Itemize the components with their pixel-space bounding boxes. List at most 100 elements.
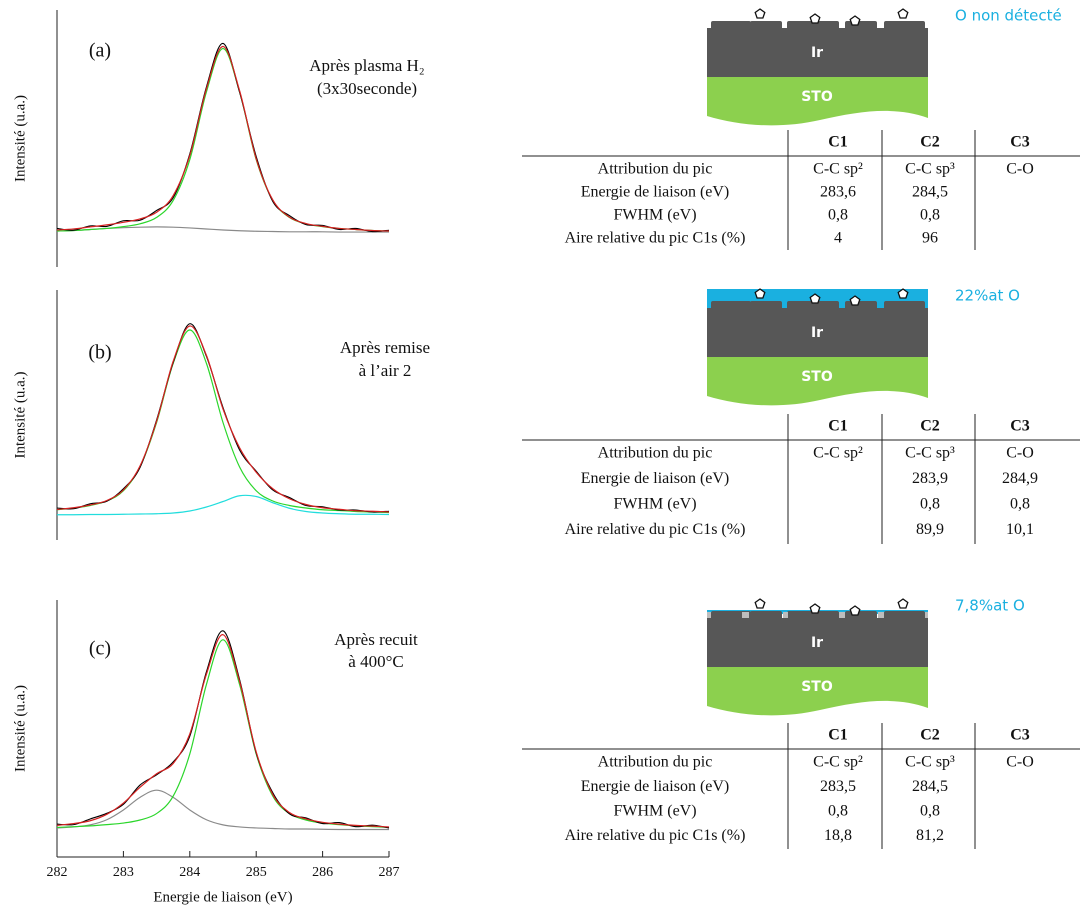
table-cell: 283,6 xyxy=(820,184,856,201)
table-cell: 0,8 xyxy=(920,207,940,224)
adsorbate xyxy=(897,598,909,609)
table-cell: 283,5 xyxy=(820,778,856,795)
surface-bump xyxy=(750,301,782,310)
ir-layer xyxy=(707,618,928,667)
panel-annotation: (3x30seconde) xyxy=(317,79,417,98)
row-label: Aire relative du pic C1s (%) xyxy=(565,827,746,844)
column-header: C3 xyxy=(1010,134,1030,151)
adsorbate xyxy=(897,8,909,19)
table-cell: C-C sp³ xyxy=(905,754,955,771)
layer-label: STO xyxy=(801,369,833,385)
surface-bump xyxy=(711,611,751,620)
table-cell: 284,9 xyxy=(1002,470,1038,487)
table-cell: C-O xyxy=(1006,161,1034,178)
column-header: C2 xyxy=(920,418,940,435)
surface-bump xyxy=(787,21,839,30)
ir-layer xyxy=(707,308,928,357)
x-tick-label: 285 xyxy=(246,865,267,880)
row-label: Attribution du pic xyxy=(598,161,713,178)
spectrum-curve xyxy=(56,45,390,232)
surface-bump xyxy=(787,301,839,310)
column-header: C3 xyxy=(1010,727,1030,744)
gap-fill xyxy=(742,612,749,618)
surface-bump xyxy=(750,21,782,30)
spectrum-curve xyxy=(56,639,390,829)
column-header: C2 xyxy=(920,134,940,151)
column-header: C1 xyxy=(828,134,848,151)
oxygen-note: 7,8%at O xyxy=(955,597,1025,615)
x-tick-label: 284 xyxy=(179,865,200,880)
x-tick-label: 282 xyxy=(47,865,68,880)
adsorbate xyxy=(849,15,861,26)
adsorbate xyxy=(809,13,821,24)
table-cell: 96 xyxy=(922,230,938,247)
table-cell: 0,8 xyxy=(920,803,940,820)
panel-label: (a) xyxy=(89,40,111,62)
panel-label: (c) xyxy=(89,638,111,660)
surface-bump xyxy=(845,21,877,30)
sto-layer xyxy=(707,77,928,126)
column-header: C1 xyxy=(828,418,848,435)
column-header: C3 xyxy=(1010,418,1030,435)
row-label: Energie de liaison (eV) xyxy=(581,470,730,487)
spectrum-curve xyxy=(56,494,390,516)
table-cell: 284,5 xyxy=(912,778,948,795)
surface-bump xyxy=(750,611,782,620)
adsorbate xyxy=(754,598,766,609)
table-cell: 0,8 xyxy=(920,496,940,513)
adsorbate xyxy=(754,8,766,19)
row-label: Energie de liaison (eV) xyxy=(581,184,730,201)
layer-label: STO xyxy=(801,89,833,105)
table-cell: 0,8 xyxy=(1010,496,1030,513)
result-table: C1 C2 C3 Attribution du pic C-C sp² C-C sp³ C-… xyxy=(522,414,1080,544)
result-table: C1 C2 C3 Attribution du pic C-C sp² C-C sp³ C-… xyxy=(522,723,1080,849)
spectrum-panel: Intensité (u.a.) (a) Après plasma H₂ (3x30s… xyxy=(12,10,425,267)
table-cell: C-C sp² xyxy=(813,754,863,771)
table-cell: C-C sp² xyxy=(813,161,863,178)
surface-bump xyxy=(787,611,839,620)
panel-annotation: Après plasma H₂ xyxy=(309,56,424,75)
x-tick-label: 286 xyxy=(312,865,333,880)
surface-bump xyxy=(711,301,751,310)
surface-bump xyxy=(884,21,925,30)
surface-bump xyxy=(845,301,877,310)
surface-bump xyxy=(711,21,751,30)
table-cell: 81,2 xyxy=(916,827,944,844)
spectrum-curve xyxy=(56,47,390,232)
spectrum-curve xyxy=(56,325,390,513)
x-tick-label: 287 xyxy=(379,865,400,880)
y-axis-label: Intensité (u.a.) xyxy=(12,95,28,182)
panel-annotation: à 400°C xyxy=(348,652,403,671)
gap-fill xyxy=(925,612,928,618)
table-cell: C-C sp² xyxy=(813,445,863,462)
column-header: C2 xyxy=(920,727,940,744)
gap-fill xyxy=(839,612,845,618)
sto-layer xyxy=(707,667,928,716)
row-label: Aire relative du pic C1s (%) xyxy=(565,521,746,538)
layer-label: Ir xyxy=(811,325,823,341)
panel-annotation: Après recuit xyxy=(334,630,418,649)
panel-label: (b) xyxy=(88,342,111,364)
panel-annotation: Après remise xyxy=(340,338,430,357)
gap-fill xyxy=(783,612,788,618)
spectrum-curve xyxy=(56,634,390,828)
table-cell: C-O xyxy=(1006,445,1034,462)
adsorbate xyxy=(897,288,909,299)
adsorbate xyxy=(849,605,861,616)
spectrum-panel: Intensité (u.a.) (c) Après recuit à 400°C 28… xyxy=(12,600,418,905)
row-label: Attribution du pic xyxy=(598,445,713,462)
table-cell: 0,8 xyxy=(828,207,848,224)
layer-label: STO xyxy=(801,679,833,695)
adsorbate xyxy=(849,295,861,306)
table-cell: C-C sp³ xyxy=(905,445,955,462)
surface-bump xyxy=(884,611,925,620)
gap-fill xyxy=(707,612,711,618)
oxygen-note: O non détecté xyxy=(955,7,1062,25)
y-axis-label: Intensité (u.a.) xyxy=(12,685,28,772)
row-label: FWHM (eV) xyxy=(613,207,696,224)
oxygen-note: 22%at O xyxy=(955,287,1020,305)
table-cell: 283,9 xyxy=(912,470,948,487)
result-table: C1 C2 C3 Attribution du pic C-C sp² C-C sp³ C-… xyxy=(522,130,1080,250)
table-cell: 284,5 xyxy=(912,184,948,201)
